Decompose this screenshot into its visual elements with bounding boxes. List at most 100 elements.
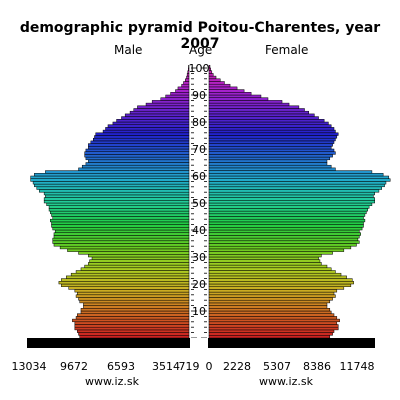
male-bar-age-2 — [77, 329, 190, 333]
male-bar-age-47 — [48, 208, 190, 212]
male-bar-age-22 — [65, 275, 190, 279]
male-bar-age-48 — [48, 205, 190, 209]
female-bar-age-15 — [208, 294, 336, 298]
male-bar-age-67 — [84, 154, 190, 158]
female-bar-age-91 — [208, 89, 245, 93]
male-bar-age-11 — [83, 305, 190, 309]
male-bar-age-81 — [121, 116, 190, 120]
female-bar-age-60 — [208, 173, 384, 177]
female-bar-age-22 — [208, 275, 347, 279]
female-bar-age-29 — [208, 256, 319, 260]
female-bar-age-31 — [208, 251, 333, 255]
female-bar-age-33 — [208, 245, 352, 250]
male-bar-age-46 — [50, 210, 190, 215]
female-bar-age-47 — [208, 208, 368, 212]
female-tick-label: 5307 — [263, 360, 291, 373]
male-bar-age-88 — [160, 97, 190, 101]
female-bar-age-78 — [208, 124, 332, 128]
female-bar-age-76 — [208, 129, 336, 134]
male-bar-age-87 — [151, 100, 190, 104]
female-bar-age-68 — [208, 151, 336, 155]
male-tick-label: 9672 — [60, 360, 88, 373]
male-bar-age-45 — [51, 213, 190, 217]
female-tick-label: 2228 — [223, 360, 251, 373]
female-bar-age-51 — [208, 197, 375, 201]
female-axis-ticks: 0 2228 5307 8386 11748 — [206, 360, 375, 373]
male-bar-age-44 — [52, 216, 190, 220]
age-tick-label: 20 — [192, 278, 206, 291]
female-bar-age-70 — [208, 146, 332, 150]
male-bar-age-41 — [51, 224, 190, 228]
female-bar-age-69 — [208, 148, 335, 152]
female-bar-age-74 — [208, 135, 338, 139]
male-bar-age-57 — [32, 181, 190, 185]
female-bar-age-56 — [208, 183, 385, 188]
male-bar-age-43 — [50, 218, 190, 223]
female-bar-age-41 — [208, 224, 364, 228]
male-bar-age-65 — [88, 159, 190, 163]
male-bar-age-63 — [81, 164, 190, 169]
female-bar-age-57 — [208, 181, 387, 185]
male-bar-age-55 — [36, 186, 190, 190]
female-bar-age-65 — [208, 159, 328, 163]
male-bar-age-29 — [91, 256, 190, 260]
age-axis: 10 20 30 40 50 60 70 80 90 100 — [189, 62, 210, 339]
female-bar-age-26 — [208, 264, 328, 269]
male-bar-age-30 — [88, 254, 190, 258]
male-bar-age-95 — [185, 78, 190, 82]
female-bar-age-97 — [208, 73, 214, 77]
female-bar-age-63 — [208, 164, 332, 169]
age-tick-label: 100 — [189, 62, 210, 75]
male-tick-label: 13034 — [12, 360, 47, 373]
female-bar-age-7 — [208, 316, 338, 320]
female-bar-age-96 — [208, 75, 217, 80]
female-bar-age-25 — [208, 267, 332, 271]
male-bar-age-86 — [145, 102, 190, 107]
female-bar-age-71 — [208, 143, 333, 147]
female-bar-age-5 — [208, 321, 338, 325]
male-bar-age-75 — [95, 132, 190, 136]
male-bar-age-70 — [88, 146, 190, 150]
male-bar-age-77 — [105, 127, 190, 131]
male-bar-age-24 — [75, 270, 190, 274]
male-bar-age-9 — [80, 310, 190, 314]
male-bar-age-78 — [107, 124, 190, 128]
female-bar-age-19 — [208, 283, 352, 287]
male-bar-age-34 — [53, 243, 190, 247]
female-bar-age-66 — [208, 156, 331, 161]
male-bar-age-71 — [88, 143, 190, 147]
female-bar-age-48 — [208, 205, 370, 209]
male-bar-age-64 — [85, 162, 190, 166]
male-bar-age-90 — [170, 92, 190, 96]
female-bar-age-30 — [208, 254, 322, 258]
male-bar-age-76 — [102, 129, 190, 134]
female-bar-age-45 — [208, 213, 366, 217]
age-tick-label: 10 — [192, 305, 206, 318]
male-tick-label: 3514 — [152, 360, 180, 373]
male-bar-age-12 — [83, 302, 190, 306]
female-bar-age-3 — [208, 326, 339, 331]
male-tick-label: 719 — [179, 360, 200, 373]
female-bar-age-24 — [208, 270, 336, 274]
male-bar-age-13 — [79, 299, 190, 304]
age-tick-label: 80 — [192, 116, 206, 129]
male-bar-age-39 — [54, 229, 190, 233]
female-bar-age-73 — [208, 137, 336, 142]
female-bar-age-39 — [208, 229, 360, 233]
age-tick-label: 30 — [192, 251, 206, 264]
source-left: www.iz.sk — [85, 375, 139, 388]
male-bar-age-74 — [94, 135, 190, 139]
female-bar-age-67 — [208, 154, 333, 158]
male-bar-age-66 — [85, 156, 190, 161]
age-header: Age — [189, 43, 213, 57]
male-bar-age-96 — [186, 75, 190, 80]
female-bar-age-46 — [208, 210, 367, 215]
female-bar-age-72 — [208, 140, 335, 144]
female-bar-age-52 — [208, 194, 374, 198]
female-bar-age-94 — [208, 81, 225, 85]
male-bar-age-27 — [88, 262, 190, 266]
male-bar-age-26 — [84, 264, 190, 269]
male-bar-age-56 — [34, 183, 190, 188]
age-tick-label: 70 — [192, 143, 206, 156]
